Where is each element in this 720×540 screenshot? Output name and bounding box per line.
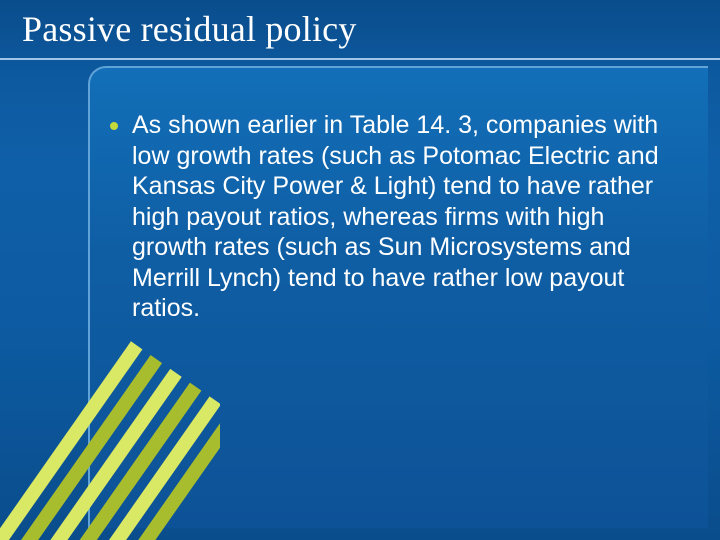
slide-title: Passive residual policy [22, 8, 720, 50]
slide-title-area: Passive residual policy [0, 0, 720, 60]
bullet-text: As shown earlier in Table 14. 3, compani… [132, 110, 680, 324]
bullet-item: As shown earlier in Table 14. 3, compani… [110, 110, 680, 324]
bullet-marker-icon [110, 122, 118, 130]
